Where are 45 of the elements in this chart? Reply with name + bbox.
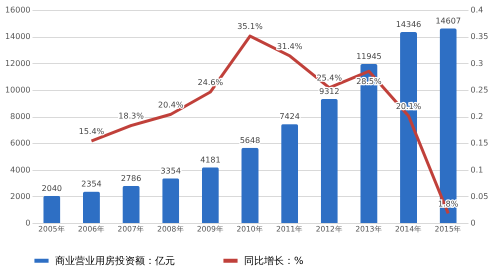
y-tick-label: 6000 xyxy=(10,138,30,148)
y2-tick-label: 0.35 xyxy=(470,32,488,42)
y2-tick-label: 0.2 xyxy=(470,112,484,121)
data-label: 2040 xyxy=(42,184,62,193)
bar xyxy=(242,148,258,223)
y2-tick-label: 0.05 xyxy=(470,192,488,201)
data-label: 20.4% xyxy=(158,100,184,110)
data-label: 11945 xyxy=(356,52,382,61)
data-label: 14607 xyxy=(435,16,461,26)
y-tick-label: 2000 xyxy=(10,192,30,201)
legend-label: 商业营业用房投资额：亿元 xyxy=(55,254,175,267)
bar xyxy=(122,186,140,223)
bar xyxy=(202,167,219,223)
bar xyxy=(43,196,60,223)
y-tick-label: 4000 xyxy=(10,165,30,174)
y-tick-label: 16000 xyxy=(5,6,30,14)
data-label: 15.4% xyxy=(78,126,105,136)
data-label: 2786 xyxy=(120,174,142,183)
y2-tick-label: 0.4 xyxy=(470,6,484,14)
bar xyxy=(440,28,457,223)
bar xyxy=(162,178,180,223)
y-tick-label: 10000 xyxy=(5,85,30,94)
data-label: 7424 xyxy=(279,112,300,122)
y2-tick-label: 0 xyxy=(470,218,476,228)
data-label: 18.3% xyxy=(118,112,144,121)
bar xyxy=(281,124,298,223)
y-tick-label: 8000 xyxy=(10,112,30,121)
y2-tick-label: 0.15 xyxy=(470,138,488,148)
y-tick-label: 12000 xyxy=(5,58,30,68)
data-label: 2354 xyxy=(81,180,102,189)
y2-tick-label: 0.25 xyxy=(470,85,488,94)
data-label: 3354 xyxy=(160,166,181,176)
y-tick-label: 0 xyxy=(25,218,30,228)
y2-tick-label: 0.1 xyxy=(470,165,484,174)
data-label: 4181 xyxy=(200,155,221,164)
y-tick-label: 14000 xyxy=(5,32,30,42)
bar xyxy=(82,192,100,223)
data-label: 31.4% xyxy=(276,42,303,51)
data-label: 14346 xyxy=(396,20,422,30)
y2-tick-label: 0.3 xyxy=(470,58,484,68)
data-label: 5648 xyxy=(240,136,260,145)
data-label: 9312 xyxy=(319,87,340,96)
legend-label: 同比增长：% xyxy=(244,254,304,267)
data-label: 35.1% xyxy=(237,22,264,32)
bar xyxy=(320,99,338,223)
